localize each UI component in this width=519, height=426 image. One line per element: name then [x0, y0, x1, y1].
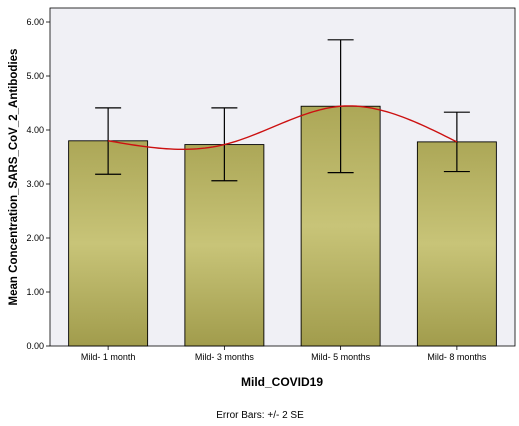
x-axis: Mild- 1 month Mild- 3 months Mild- 5 month…: [81, 346, 487, 362]
y-axis-title: Mean Concentration_SARS_CoV_2_Antibodies: [8, 49, 20, 306]
y-tick-label: 0.00: [26, 341, 44, 351]
x-tick-label: Mild- 5 months: [311, 352, 371, 362]
x-tick-label: Mild- 3 months: [195, 352, 255, 362]
y-axis: 0.00 1.00 2.00 3.00 4.00 5.00 6.00: [26, 17, 50, 351]
y-tick-label: 6.00: [26, 17, 44, 27]
y-tick-label: 3.00: [26, 179, 44, 189]
error-bars-note: Error Bars: +/- 2 SE: [216, 410, 304, 421]
y-tick-label: 1.00: [26, 287, 44, 297]
x-tick-label: Mild- 8 months: [427, 352, 487, 362]
x-axis-title: Mild_COVID19: [241, 375, 323, 389]
y-tick-label: 2.00: [26, 233, 44, 243]
y-tick-label: 5.00: [26, 71, 44, 81]
bars-group: [68, 105, 497, 347]
x-tick-label: Mild- 1 month: [81, 352, 136, 362]
fit-line: [108, 105, 458, 151]
y-tick-label: 4.00: [26, 125, 44, 135]
bar: [68, 140, 149, 347]
bar: [416, 141, 497, 347]
